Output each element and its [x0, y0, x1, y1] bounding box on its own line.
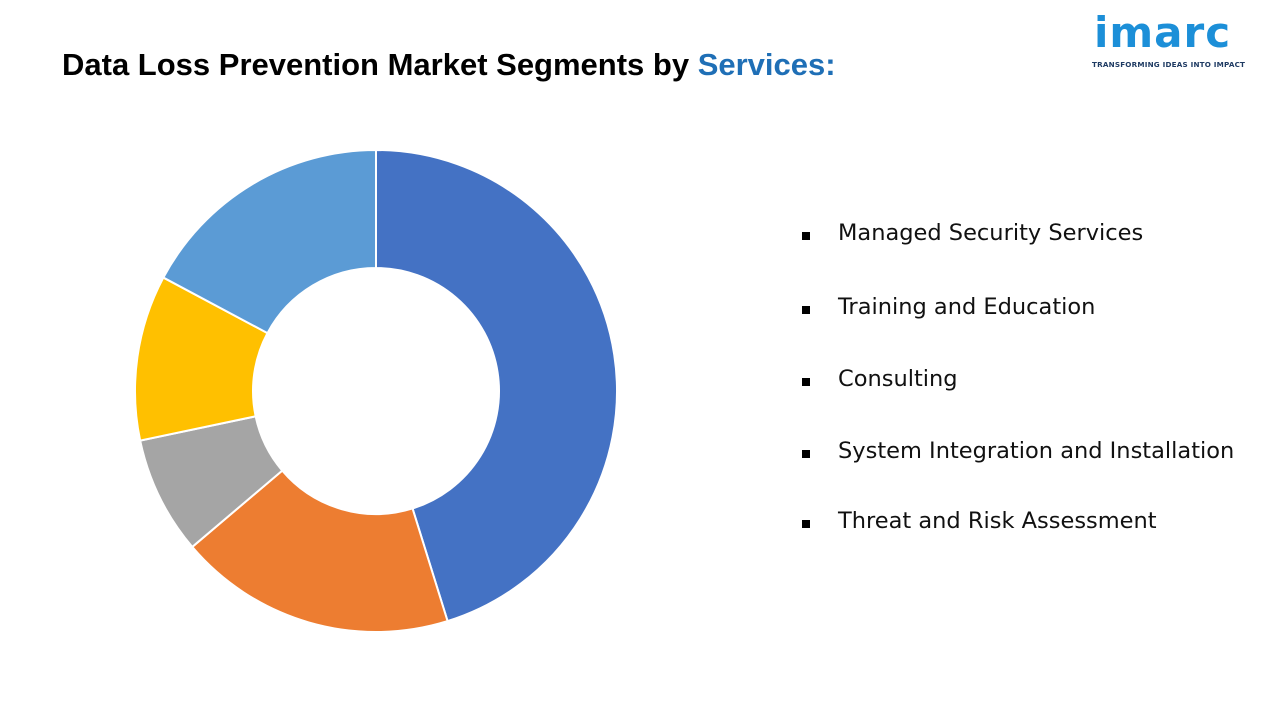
donut-slice-threat-and-risk-assessment [162, 148, 377, 335]
legend-bullet [802, 306, 810, 314]
legend-bullet [802, 378, 810, 386]
legend-label: Threat and Risk Assessment [838, 508, 1157, 534]
legend-bullet [802, 450, 810, 458]
title-accent: Services: [697, 47, 836, 82]
title-main: Data Loss Prevention Market Segments by [62, 47, 698, 82]
legend-label: Consulting [838, 366, 958, 392]
imarc-logo: imarc TRANSFORMING IDEAS INTO IMPACT [1088, 12, 1245, 74]
legend-bullet [802, 520, 810, 528]
logo-wordmark: imarc [1094, 12, 1231, 54]
legend-label: System Integration and Installation [838, 438, 1235, 464]
logo-name: imarc [1094, 8, 1232, 57]
legend-bullet [802, 232, 810, 240]
page-title: Data Loss Prevention Market Segments by … [62, 47, 836, 83]
legend-label: Managed Security Services [838, 220, 1144, 246]
donut-slice-training-and-education [190, 469, 449, 633]
legend-label: Training and Education [838, 294, 1096, 320]
donut-chart [134, 148, 618, 633]
logo-tagline: TRANSFORMING IDEAS INTO IMPACT [1092, 60, 1246, 69]
donut-slice-managed-security-services [375, 148, 618, 623]
